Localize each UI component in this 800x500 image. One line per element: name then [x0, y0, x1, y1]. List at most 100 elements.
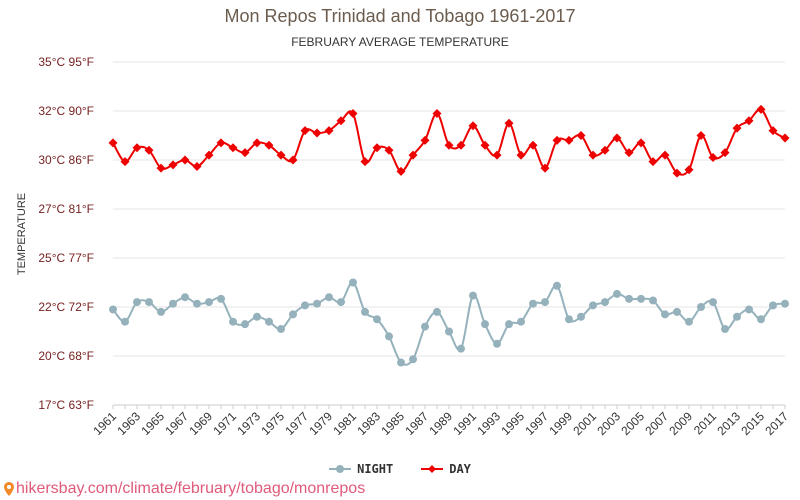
data-point-night	[493, 339, 501, 348]
data-point-day	[756, 104, 766, 114]
data-point-day	[300, 126, 310, 136]
data-point-day	[660, 150, 670, 160]
x-tick-label: 1987	[402, 409, 431, 438]
data-point-night	[457, 344, 465, 353]
x-tick-label: 2011	[691, 409, 719, 437]
data-point-night	[709, 298, 717, 307]
data-point-night	[205, 298, 213, 307]
data-point-night	[253, 312, 261, 321]
data-point-night	[781, 299, 789, 308]
data-point-day	[696, 131, 706, 140]
day-line-icon	[421, 465, 444, 473]
data-point-night	[241, 320, 249, 329]
data-point-night	[541, 298, 549, 307]
data-point-night	[757, 315, 765, 324]
data-point-night	[733, 312, 741, 321]
data-point-day	[684, 165, 694, 175]
data-point-day	[384, 145, 394, 155]
data-point-day	[180, 155, 190, 165]
data-point-night	[385, 332, 393, 341]
data-point-day	[192, 162, 202, 172]
data-point-day	[768, 126, 778, 136]
data-point-night	[313, 299, 321, 308]
x-tick-label: 1999	[546, 409, 575, 438]
x-tick-label: 2013	[714, 409, 743, 438]
data-point-day	[708, 153, 718, 163]
data-point-day	[720, 148, 730, 158]
y-tick-label: 30°C 86°F	[38, 153, 94, 167]
data-point-night	[685, 317, 693, 326]
x-tick-label: 2005	[618, 409, 647, 438]
x-tick-label: 2009	[666, 409, 695, 438]
data-point-day	[492, 150, 502, 160]
x-tick-label: 1963	[114, 409, 143, 438]
x-tick-label: 1961	[90, 409, 119, 438]
data-point-day	[324, 126, 334, 136]
data-point-day	[456, 140, 466, 150]
data-point-day	[408, 150, 418, 160]
y-tick-label: 17°C 63°F	[38, 398, 94, 412]
line-chart: 35°C 95°F 32°C 90°F 30°C 86°F 27°C 81°F 25°C…	[16, 55, 791, 438]
data-point-day	[780, 133, 790, 143]
x-tick-label: 2001	[570, 409, 599, 438]
x-tick-label: 1977	[282, 409, 311, 438]
data-point-day	[156, 163, 166, 173]
data-point-night	[337, 298, 345, 307]
data-point-night	[289, 310, 297, 319]
x-tick-label: 1993	[474, 409, 503, 438]
data-point-day	[420, 135, 430, 145]
data-point-night	[565, 315, 573, 324]
data-point-night	[325, 293, 333, 302]
data-point-night	[157, 307, 165, 316]
data-point-day	[576, 131, 586, 140]
data-point-night	[121, 317, 129, 326]
legend-item-night[interactable]: NIGHT	[329, 462, 393, 476]
data-point-day	[732, 123, 742, 133]
data-point-day	[132, 143, 142, 153]
data-point-day	[552, 135, 562, 145]
x-tick-label: 1979	[306, 409, 335, 438]
data-point-night	[193, 299, 201, 308]
legend-label-day: DAY	[449, 462, 471, 476]
data-point-night	[769, 301, 777, 310]
data-point-night	[613, 289, 621, 298]
data-point-day	[108, 138, 118, 148]
source-link[interactable]: hikersbay.com/climate/february/tobago/mo…	[4, 480, 365, 498]
data-point-day	[168, 160, 178, 170]
chart-subtitle: FEBRUARY AVERAGE TEMPERATURE	[291, 35, 509, 49]
data-point-night	[649, 296, 657, 305]
data-point-night	[397, 358, 405, 367]
y-tick-label: 25°C 77°F	[38, 251, 94, 265]
data-point-night	[145, 298, 153, 307]
y-tick-label: 20°C 68°F	[38, 349, 94, 363]
data-point-day	[588, 150, 598, 160]
night-line-icon	[329, 465, 352, 473]
x-tick-label: 1971	[210, 409, 239, 438]
data-point-day	[540, 163, 550, 173]
data-point-day	[612, 133, 622, 143]
data-point-day	[276, 150, 286, 160]
data-point-night	[661, 310, 669, 319]
data-point-day	[672, 168, 682, 178]
data-point-day	[564, 135, 574, 145]
data-point-day	[264, 140, 274, 150]
data-point-night	[745, 305, 753, 314]
data-point-night	[469, 291, 477, 300]
data-point-night	[529, 299, 537, 308]
y-tick-label: 27°C 81°F	[38, 202, 94, 216]
data-point-night	[421, 322, 429, 331]
x-tick-label: 1981	[330, 409, 359, 438]
data-point-day	[744, 116, 754, 126]
x-tick-label: 2007	[642, 409, 671, 438]
y-tick-label: 32°C 90°F	[38, 104, 94, 118]
data-point-night	[589, 301, 597, 310]
data-point-day	[432, 108, 442, 118]
legend-item-day[interactable]: DAY	[421, 462, 471, 476]
x-tick-label: 1997	[522, 409, 551, 438]
data-point-night	[229, 317, 237, 326]
source-link-text: hikersbay.com/climate/february/tobago/mo…	[16, 480, 366, 497]
data-point-night	[481, 320, 489, 329]
data-point-night	[169, 299, 177, 308]
data-point-day	[468, 121, 478, 131]
data-point-day	[372, 143, 382, 153]
